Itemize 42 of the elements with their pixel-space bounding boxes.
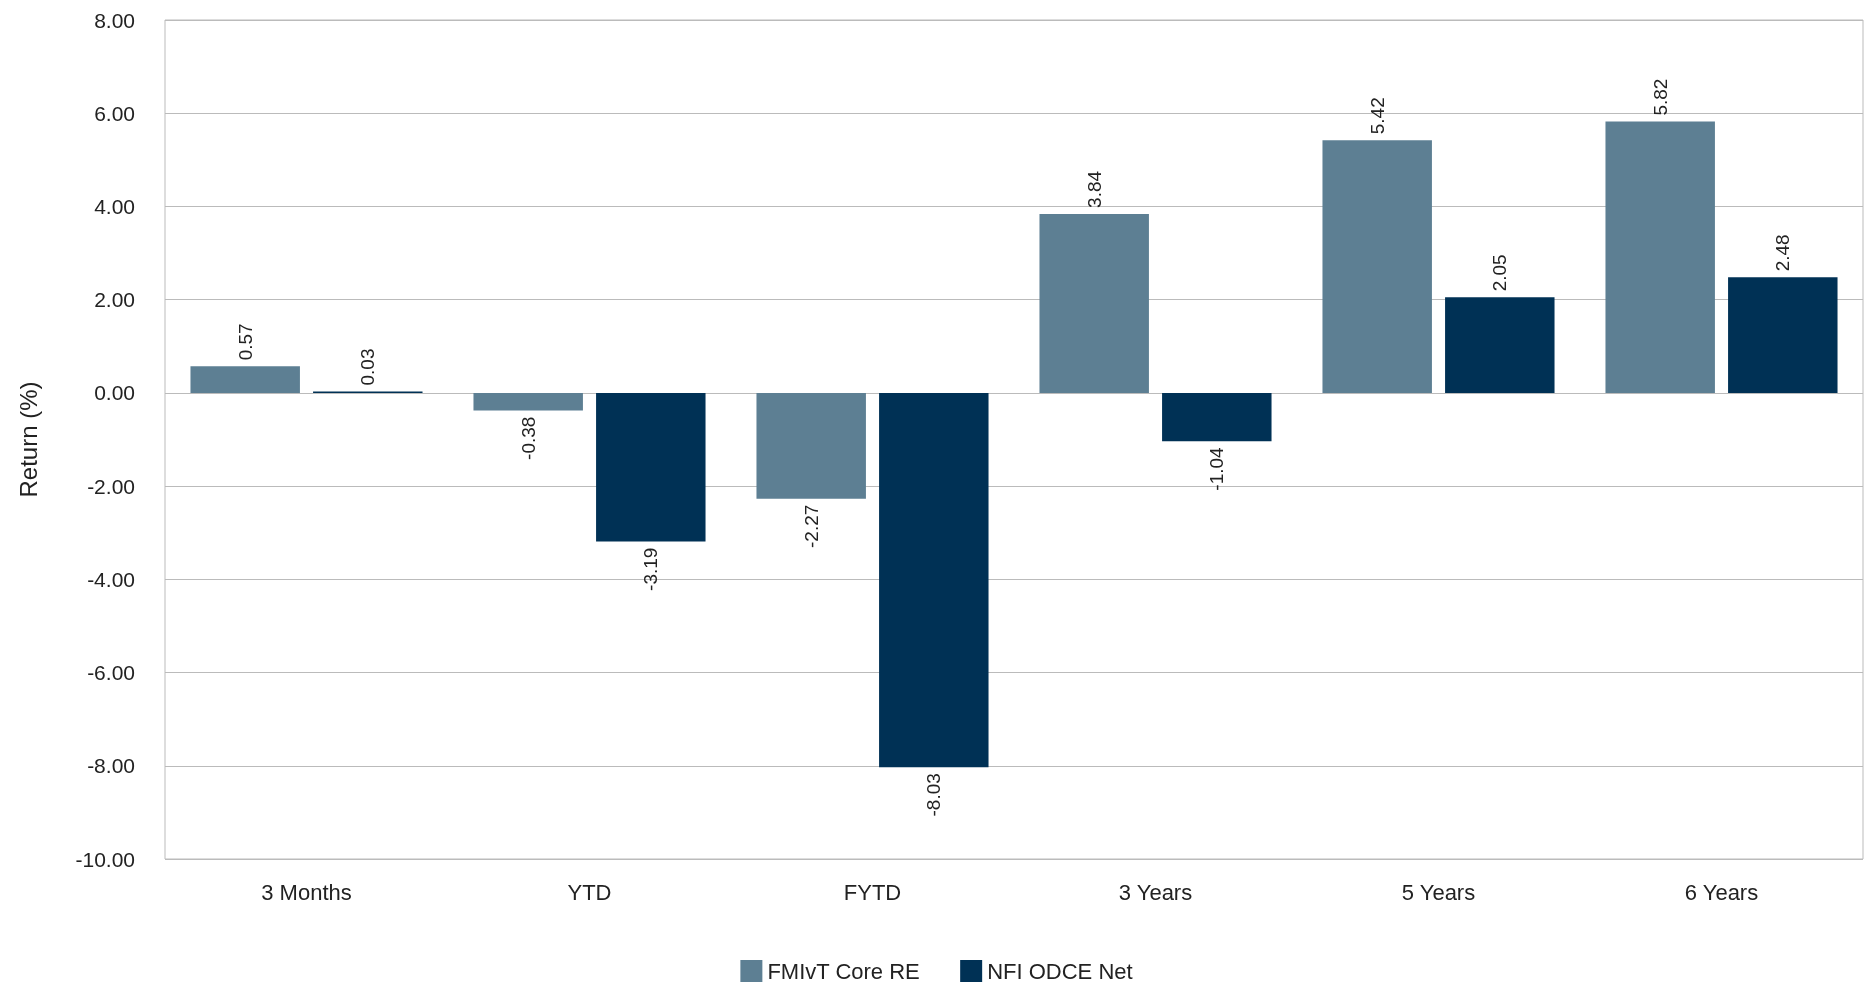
y-tick-label: -2.00 bbox=[87, 474, 135, 498]
data-label: 0.57 bbox=[234, 323, 256, 361]
bar bbox=[1039, 213, 1149, 393]
y-tick-label: -6.00 bbox=[87, 661, 135, 685]
bar bbox=[190, 366, 300, 393]
bar bbox=[756, 392, 866, 499]
data-label: -8.03 bbox=[923, 773, 945, 817]
y-tick-label: 2.00 bbox=[94, 288, 135, 312]
bar bbox=[1162, 392, 1272, 442]
x-tick-label: YTD bbox=[567, 879, 612, 905]
bar bbox=[596, 392, 706, 542]
y-tick-label: -4.00 bbox=[87, 567, 135, 591]
y-tick-label: -10.00 bbox=[75, 847, 135, 871]
y-axis-title: Return (%) bbox=[14, 381, 42, 498]
data-label: 3.84 bbox=[1083, 170, 1105, 208]
legend-label: FMIvT Core RE bbox=[767, 958, 920, 984]
data-label: -1.04 bbox=[1206, 446, 1228, 491]
data-label: 0.03 bbox=[357, 348, 379, 386]
y-tick-label: 6.00 bbox=[94, 101, 135, 125]
x-tick-label: FYTD bbox=[843, 879, 902, 905]
bar bbox=[879, 392, 989, 768]
x-tick-label: 3 Months bbox=[261, 879, 352, 905]
x-tick-label: 6 Years bbox=[1684, 879, 1759, 905]
y-tick-label: 8.00 bbox=[94, 8, 135, 32]
bar bbox=[1445, 297, 1555, 393]
x-tick-label: 5 Years bbox=[1401, 879, 1476, 905]
bar bbox=[1728, 277, 1838, 393]
data-label: 2.48 bbox=[1772, 234, 1794, 272]
y-tick-label: -8.00 bbox=[87, 754, 135, 778]
data-label: 5.42 bbox=[1366, 97, 1388, 135]
bar bbox=[1605, 121, 1715, 393]
data-label: 2.05 bbox=[1489, 254, 1511, 292]
data-label: -3.19 bbox=[640, 547, 662, 591]
bar bbox=[473, 392, 583, 411]
data-label: -0.38 bbox=[517, 416, 539, 460]
y-tick-label: 0.00 bbox=[94, 381, 135, 405]
y-tick-label: 4.00 bbox=[94, 194, 135, 218]
bar bbox=[1322, 140, 1432, 393]
data-label: -2.27 bbox=[800, 504, 822, 549]
legend-label: NFI ODCE Net bbox=[987, 958, 1133, 984]
data-label: 5.82 bbox=[1649, 78, 1671, 116]
x-tick-label: 3 Years bbox=[1118, 879, 1193, 905]
